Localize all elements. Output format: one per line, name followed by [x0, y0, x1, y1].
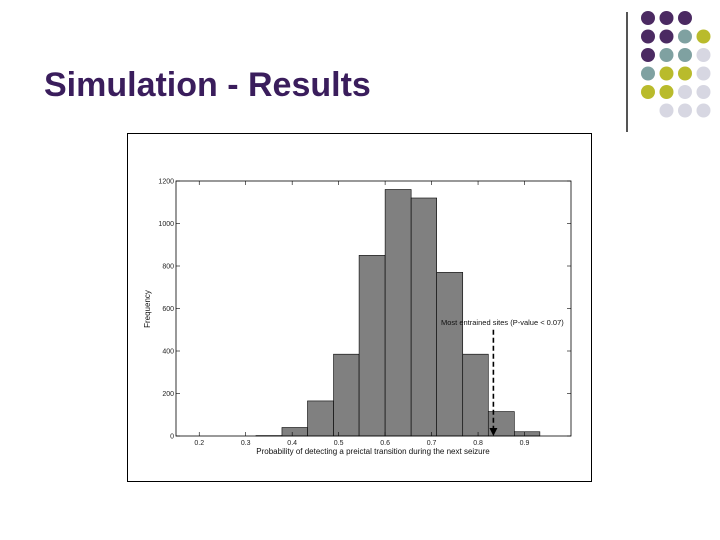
decorative-dot [659, 11, 674, 25]
title-divider [626, 12, 628, 132]
decorative-dot-grid [641, 11, 711, 118]
decorative-dot [641, 66, 655, 81]
x-axis-label: Probability of detecting a preictal tran… [256, 447, 490, 456]
decorative-dot [659, 29, 674, 44]
x-tick-label: 0.6 [380, 440, 390, 447]
histogram-bar [410, 197, 437, 437]
decorative-dot [641, 29, 655, 44]
decorative-dot [678, 48, 692, 62]
decorative-dot [678, 85, 692, 99]
x-tick-label: 0.9 [520, 440, 530, 447]
y-tick-label: 200 [162, 391, 174, 398]
histogram-bar [462, 353, 489, 437]
histogram-bar [384, 189, 412, 437]
y-axis-label: Frequency [143, 290, 152, 328]
y-tick-label: 400 [162, 349, 174, 356]
histogram-bar [281, 427, 308, 437]
histogram-bar [333, 353, 360, 437]
x-tick-label: 0.5 [334, 440, 344, 447]
decorative-dot [641, 85, 655, 99]
axis-ticks: 0 200 400 600 800 1000 1200 0.2 0.3 0.4 0.5 0.6 0.7 0… [158, 179, 571, 447]
decorative-dot [696, 85, 711, 99]
decorative-dot [659, 66, 674, 81]
y-tick-label: 1000 [158, 221, 174, 228]
decorative-dot [696, 29, 711, 44]
x-tick-label: 0.8 [473, 440, 483, 447]
decorative-dot [678, 29, 692, 44]
x-tick-label: 0.2 [194, 440, 204, 447]
chart-frame: 0 200 400 600 800 1000 1200 0.2 0.3 0.4 0.5 0.6 0.7 0… [127, 133, 592, 482]
x-tick-label: 0.3 [241, 440, 251, 447]
y-tick-label: 0 [170, 434, 174, 441]
decorative-dot [659, 103, 674, 118]
decorative-dot [678, 103, 692, 118]
histogram-bar [307, 400, 334, 437]
bars-layer [255, 189, 541, 437]
histogram-bar [514, 431, 541, 437]
histogram-bar [436, 272, 464, 437]
decorative-dot [696, 103, 711, 118]
decorative-dot [641, 11, 655, 25]
annotation-arrowhead [489, 428, 498, 436]
decorative-dot [696, 66, 711, 81]
decorative-dot [678, 11, 692, 25]
decorative-dot [659, 48, 674, 62]
y-tick-label: 600 [162, 306, 174, 313]
decorative-dot [641, 48, 655, 62]
x-tick-label: 0.4 [287, 440, 297, 447]
histogram-chart: 0 200 400 600 800 1000 1200 0.2 0.3 0.4 0.5 0.6 0.7 0… [143, 179, 572, 456]
slide-title: Simulation - Results [44, 66, 371, 104]
y-tick-label: 1200 [158, 179, 174, 186]
histogram-bar [358, 255, 386, 437]
annotation-label: Most entrained sites (P-value < 0.07) [441, 318, 564, 327]
decorative-dot [678, 66, 692, 81]
decorative-dot [696, 48, 711, 62]
decorative-dot [659, 85, 674, 99]
y-tick-label: 800 [162, 264, 174, 271]
annotation-layer: Most entrained sites (P-value < 0.07) [441, 318, 564, 436]
x-tick-label: 0.7 [427, 440, 437, 447]
